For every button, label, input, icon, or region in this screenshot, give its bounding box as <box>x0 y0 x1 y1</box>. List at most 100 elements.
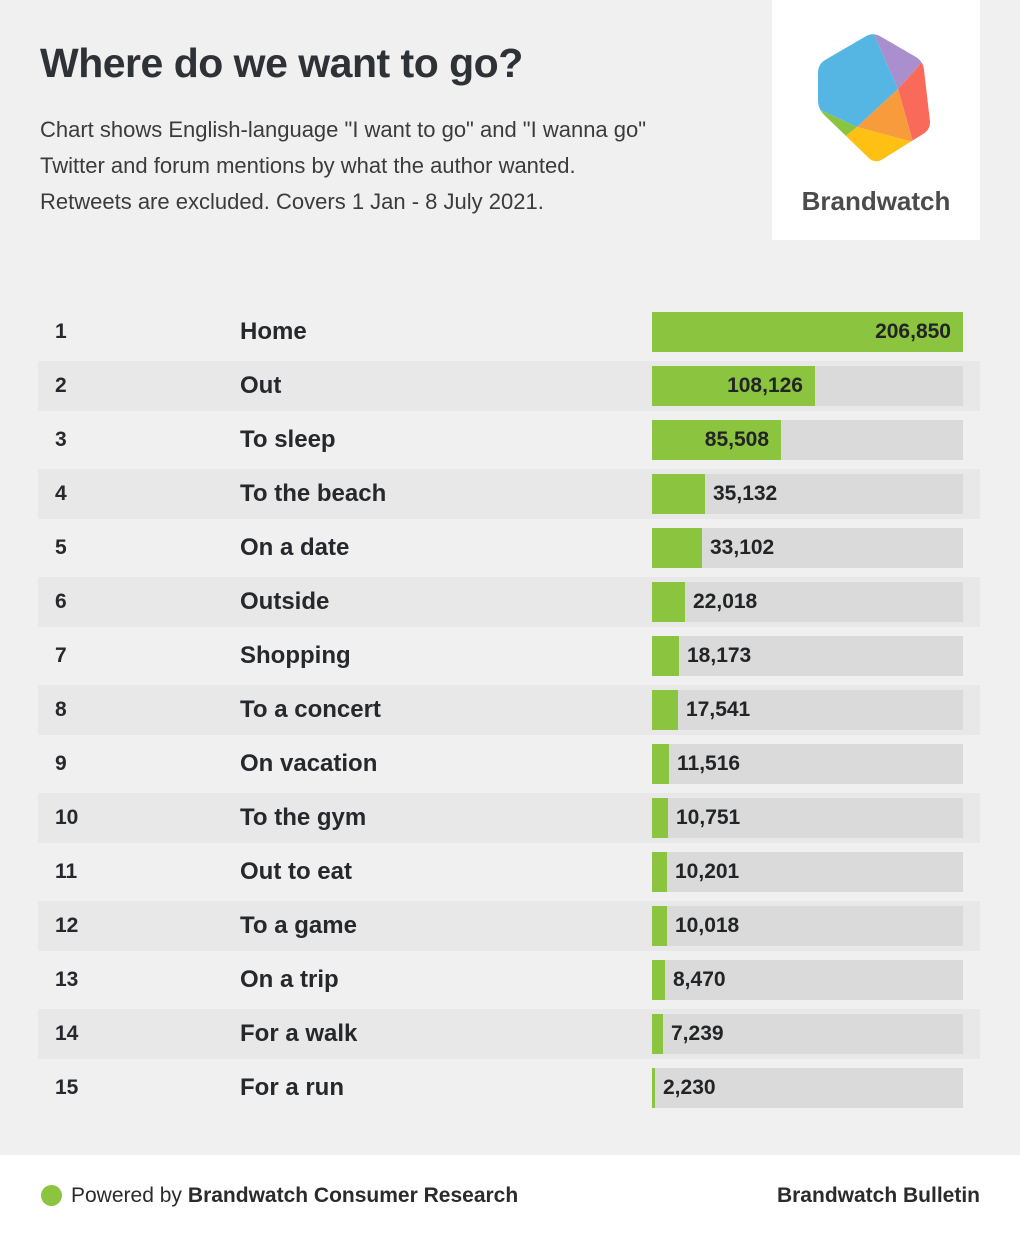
bar-fill <box>652 636 679 676</box>
chart-row: 15 For a run 2,230 <box>38 1063 980 1113</box>
powered-by-brand: Brandwatch Consumer Research <box>187 1183 519 1207</box>
bar-track: 7,239 <box>652 1014 963 1054</box>
bar-fill <box>652 1068 655 1108</box>
row-rank: 2 <box>55 374 67 397</box>
footer: Powered by Brandwatch Consumer Research … <box>0 1155 1020 1236</box>
logo-facet-blue <box>818 34 898 127</box>
bar-chart: 1 Home 206,850 2 Out 108,126 3 To sleep 85,508 4 T… <box>38 307 980 1117</box>
chart-row: 1 Home 206,850 <box>38 307 980 357</box>
bar-value: 7,239 <box>671 1022 724 1045</box>
row-rank: 14 <box>55 1022 79 1045</box>
powered-by-prefix: Powered by <box>71 1183 182 1207</box>
brandwatch-logo-card: Brandwatch <box>772 0 980 240</box>
bar-track: 206,850 <box>652 312 963 352</box>
bar-fill <box>652 960 665 1000</box>
bar-track: 10,201 <box>652 852 963 892</box>
row-rank: 11 <box>55 860 78 883</box>
bar-value: 8,470 <box>673 968 726 991</box>
bar-value: 11,516 <box>677 752 741 775</box>
logo-facet-yellow <box>833 127 913 162</box>
chart-row: 6 Outside 22,018 <box>38 577 980 627</box>
chart-row: 12 To a game 10,018 <box>38 901 980 951</box>
bar-value: 2,230 <box>663 1076 716 1099</box>
bar-fill <box>652 582 685 622</box>
logo-facet-orange <box>857 89 913 142</box>
row-label: Out <box>240 372 282 399</box>
bar-fill <box>652 528 702 568</box>
chart-row: 13 On a trip 8,470 <box>38 955 980 1005</box>
logo-facet-red <box>898 61 931 142</box>
row-label: To a game <box>240 912 357 939</box>
page-title: Where do we want to go? <box>40 40 523 86</box>
row-label: To sleep <box>240 426 336 453</box>
powered-by: Powered by Brandwatch Consumer Research <box>41 1155 518 1236</box>
bulletin-label: Brandwatch Bulletin <box>776 1184 980 1207</box>
bar-value: 10,018 <box>675 914 740 937</box>
row-rank: 15 <box>55 1076 79 1099</box>
chart-row: 10 To the gym 10,751 <box>38 793 980 843</box>
bar-value: 85,508 <box>704 428 769 451</box>
bar-value: 33,102 <box>710 536 775 559</box>
row-label: Shopping <box>240 642 351 669</box>
bar-fill: 108,126 <box>652 366 815 406</box>
bar-track: 33,102 <box>652 528 963 568</box>
chart-row: 7 Shopping 18,173 <box>38 631 980 681</box>
chart-row: 9 On vacation 11,516 <box>38 739 980 789</box>
row-label: On a trip <box>240 966 339 993</box>
row-rank: 3 <box>55 428 67 451</box>
row-rank: 4 <box>55 482 67 505</box>
bar-value: 10,201 <box>675 860 740 883</box>
row-rank: 13 <box>55 968 79 991</box>
chart-row: 4 To the beach 35,132 <box>38 469 980 519</box>
bar-fill <box>652 1014 663 1054</box>
row-label: Outside <box>240 588 330 615</box>
row-rank: 12 <box>55 914 79 937</box>
row-label: For a run <box>240 1074 345 1101</box>
bar-value: 206,850 <box>875 320 951 343</box>
bar-track: 35,132 <box>652 474 963 514</box>
row-rank: 8 <box>55 698 67 721</box>
chart-row: 2 Out 108,126 <box>38 361 980 411</box>
row-label: For a walk <box>240 1020 358 1047</box>
bar-track: 10,018 <box>652 906 963 946</box>
chart-description-line: Twitter and forum mentions by what the a… <box>40 153 576 178</box>
bar-track: 17,541 <box>652 690 963 730</box>
bar-fill <box>652 852 667 892</box>
row-label: Out to eat <box>240 858 352 885</box>
bar-track: 10,751 <box>652 798 963 838</box>
bar-track: 108,126 <box>652 366 963 406</box>
bar-value: 35,132 <box>713 482 778 505</box>
chart-row: 8 To a concert 17,541 <box>38 685 980 735</box>
chart-description-line: Retweets are excluded. Covers 1 Jan - 8 … <box>40 189 544 214</box>
bar-track: 8,470 <box>652 960 963 1000</box>
row-rank: 5 <box>55 536 67 559</box>
bar-fill <box>652 906 667 946</box>
bar-fill: 206,850 <box>652 312 963 352</box>
row-label: On vacation <box>240 750 378 777</box>
bar-value: 17,541 <box>686 698 751 721</box>
bar-value: 10,751 <box>676 806 741 829</box>
logo-facet-green <box>818 109 857 146</box>
bar-fill: 85,508 <box>652 420 781 460</box>
brandwatch-wordmark: Brandwatch <box>801 186 951 216</box>
row-label: To the gym <box>240 804 367 831</box>
chart-row: 3 To sleep 85,508 <box>38 415 980 465</box>
row-label: Home <box>240 318 307 345</box>
row-rank: 7 <box>55 644 67 667</box>
row-label: To a concert <box>240 696 381 723</box>
chart-description-line: Chart shows English-language "I want to … <box>40 117 647 142</box>
row-label: To the beach <box>240 480 387 507</box>
chart-description: Chart shows English-language "I want to … <box>40 112 646 220</box>
bar-value: 108,126 <box>727 374 803 397</box>
chart-row: 5 On a date 33,102 <box>38 523 980 573</box>
bar-track: 85,508 <box>652 420 963 460</box>
bar-track: 22,018 <box>652 582 963 622</box>
bar-track: 2,230 <box>652 1068 963 1108</box>
chart-row: 14 For a walk 7,239 <box>38 1009 980 1059</box>
logo-facet-purple <box>873 34 923 89</box>
row-rank: 10 <box>55 806 79 829</box>
chart-row: 11 Out to eat 10,201 <box>38 847 980 897</box>
bar-fill <box>652 798 668 838</box>
brandwatch-dot-icon <box>41 1185 62 1206</box>
bar-fill <box>652 744 669 784</box>
